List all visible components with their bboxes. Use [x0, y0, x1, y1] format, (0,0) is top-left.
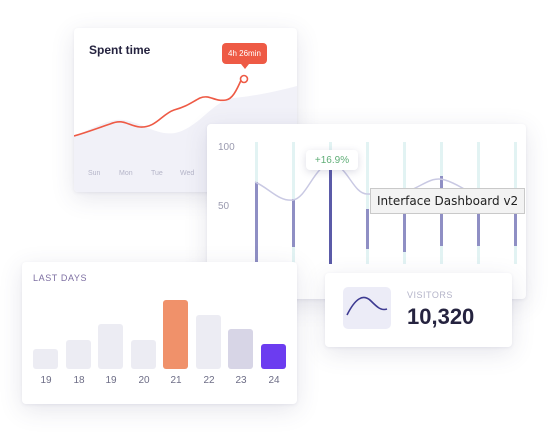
- bar-21[interactable]: [163, 300, 188, 369]
- bar-19[interactable]: [33, 349, 58, 369]
- last-days-card: LAST DAYS 19 18 19 20 21 22 23 24: [22, 262, 297, 404]
- visitors-sparkline: [343, 287, 391, 329]
- day-label-wed: Wed: [180, 170, 195, 177]
- bar-label: 18: [73, 375, 85, 386]
- y-axis-label-50: 50: [218, 201, 230, 212]
- bar-18[interactable]: [66, 340, 91, 369]
- visitors-value: 10,320: [407, 304, 475, 329]
- growth-badge: +16.9%: [306, 150, 358, 170]
- spent-time-title: Spent time: [89, 43, 151, 57]
- bar-label: 22: [203, 375, 215, 386]
- analytics-trend-line: [254, 163, 482, 201]
- day-label-mon: Mon: [119, 170, 133, 177]
- bar-label: 21: [170, 375, 182, 386]
- bar-24[interactable]: [261, 344, 286, 369]
- bar-20[interactable]: [131, 340, 156, 369]
- bar-19-b[interactable]: [98, 324, 123, 369]
- visitors-card: VISITORS 10,320: [325, 273, 512, 347]
- day-label-tue: Tue: [151, 170, 163, 177]
- spent-time-point[interactable]: [239, 74, 249, 84]
- bar-23[interactable]: [228, 329, 253, 369]
- y-axis-label-100: 100: [218, 142, 235, 153]
- visitors-label: VISITORS: [407, 290, 453, 300]
- bar-label: 24: [268, 375, 280, 386]
- bar-label: 20: [138, 375, 150, 386]
- bar-label: 23: [235, 375, 247, 386]
- dashboard-tooltip: Interface Dashboard v2: [370, 188, 526, 214]
- last-days-title: LAST DAYS: [33, 273, 88, 283]
- spent-time-tooltip: 4h 26min: [222, 43, 267, 69]
- bar-label: 19: [105, 375, 117, 386]
- bar-22[interactable]: [196, 315, 221, 369]
- analytics-card: 100 50 +16.9% Interface Dashboard v2: [207, 124, 526, 299]
- day-label-sun: Sun: [88, 170, 101, 177]
- bar-label: 19: [40, 375, 52, 386]
- spent-time-line: [74, 77, 243, 137]
